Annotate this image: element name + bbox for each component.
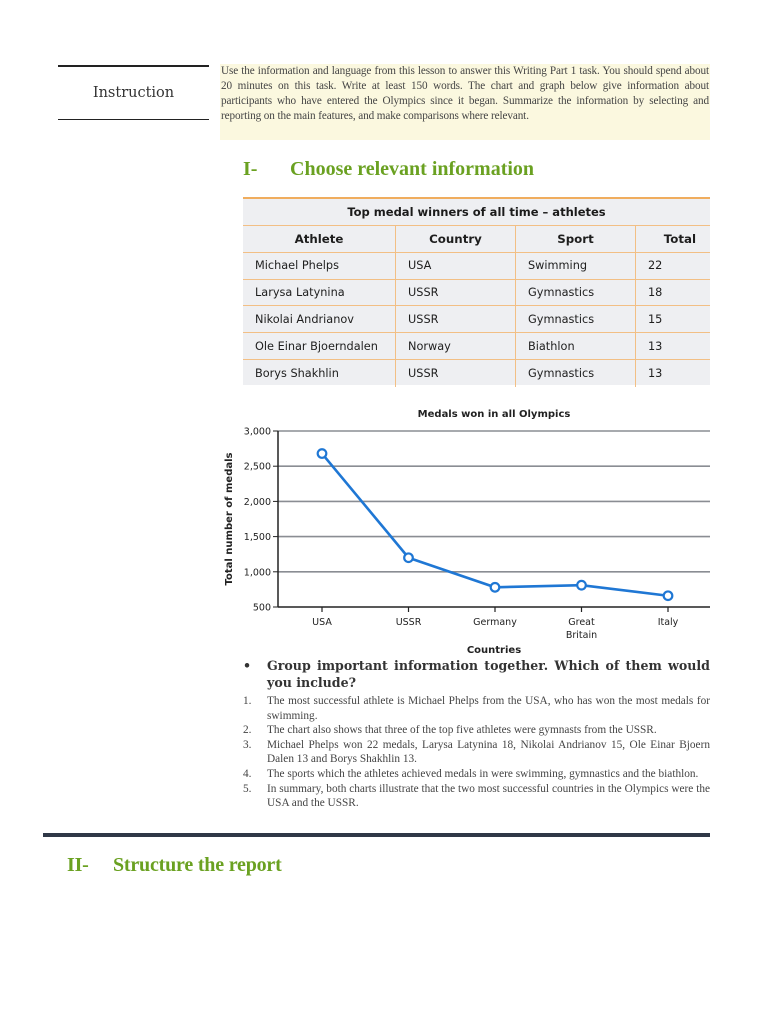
cell-athlete: Borys Shakhlin: [243, 359, 396, 387]
cell-sport: Gymnastics: [516, 359, 636, 387]
instruction-label-box: Instruction: [58, 65, 209, 120]
svg-text:Britain: Britain: [566, 630, 597, 641]
list-item: 1. The most successful athlete is Michael…: [243, 694, 710, 723]
list-text: The sports which the athletes achieved m…: [267, 767, 699, 780]
cell-country: USSR: [396, 306, 516, 333]
header-athlete: Athlete: [243, 226, 396, 252]
cell-total: 13: [648, 339, 663, 353]
chart-svg: Medals won in all Olympics 3,000 2,500 2,0…: [224, 409, 710, 656]
table-title: Top medal winners of all time – athletes: [243, 199, 710, 226]
medals-line-chart: Medals won in all Olympics 3,000 2,500 2,0…: [218, 395, 712, 657]
cell-sport: Swimming: [516, 252, 636, 279]
svg-text:Italy: Italy: [658, 617, 679, 628]
cell-total: 22: [648, 259, 663, 273]
y-axis-ticks: 3,000 2,500 2,000 1,500 1,000 500: [244, 427, 278, 614]
cell-country: USSR: [396, 279, 516, 306]
list-item: 4. The sports which the athletes achieved…: [243, 767, 710, 782]
series-line: [320, 452, 669, 598]
list-text: The most successful athlete is Michael P…: [267, 695, 710, 722]
svg-text:USA: USA: [312, 617, 332, 628]
svg-text:USSR: USSR: [396, 617, 422, 628]
section-2-number: II-: [67, 854, 89, 876]
table-row: Larysa Latynina USSR Gymnastics 18: [243, 279, 710, 307]
chart-gridlines: [278, 430, 710, 573]
bullet-icon: •: [243, 658, 252, 673]
x-axis-ticks: USA USSR Germany Great Britain Italy: [312, 607, 679, 641]
svg-text:3,000: 3,000: [244, 427, 271, 438]
list-text: The chart also shows that three of the t…: [267, 724, 657, 737]
list-item: 5. In summary, both charts illustrate tha…: [243, 782, 710, 811]
table-row: Nikolai Andrianov USSR Gymnastics 15: [243, 306, 710, 334]
svg-text:1,000: 1,000: [244, 567, 271, 578]
svg-text:2,000: 2,000: [244, 497, 271, 508]
cell-sport: Biathlon: [516, 333, 636, 359]
instruction-label: Instruction: [92, 85, 175, 101]
section-2-title: Structure the report: [113, 854, 282, 876]
instruction-text: Use the information and language from th…: [220, 64, 710, 140]
table-header-row: Athlete Country Sport Total: [243, 226, 710, 253]
svg-text:500: 500: [253, 603, 271, 614]
cell-athlete: Michael Phelps: [243, 252, 396, 279]
table-row: Borys Shakhlin USSR Gymnastics 13: [243, 359, 710, 387]
list-number: 5.: [243, 782, 252, 795]
list-number: 2.: [243, 724, 252, 737]
y-axis-label: Total number of medals: [224, 452, 235, 585]
list-item: 3. Michael Phelps won 22 medals, Larysa L…: [243, 738, 710, 767]
cell-total: 15: [648, 312, 663, 326]
section-divider: [43, 833, 710, 837]
cell-country: USSR: [396, 359, 516, 387]
question-text: Group important information together. Wh…: [267, 658, 710, 690]
section-1-title: Choose relevant information: [290, 158, 535, 180]
list-text: Michael Phelps won 22 medals, Larysa Lat…: [267, 738, 710, 766]
cell-athlete: Ole Einar Bjoerndalen: [243, 333, 396, 359]
x-axis-label: Countries: [467, 645, 521, 656]
data-points: [316, 448, 674, 602]
list-text: In summary, both charts illustrate that …: [267, 782, 710, 810]
header-country: Country: [396, 226, 516, 252]
list-number: 1.: [243, 695, 252, 707]
section-2-heading: II- Structure the report: [67, 854, 282, 877]
numbered-list: 1. The most successful athlete is Michael…: [243, 694, 710, 811]
group-info-question: • Group important information together. …: [243, 658, 710, 691]
header-sport: Sport: [516, 226, 636, 252]
svg-text:Germany: Germany: [473, 617, 517, 628]
list-number: 3.: [243, 738, 252, 751]
cell-country: USA: [396, 252, 516, 279]
section-1-number: I-: [243, 158, 258, 180]
section-1-heading: I- Choose relevant information: [243, 158, 534, 181]
cell-sport: Gymnastics: [516, 279, 636, 306]
svg-text:Great: Great: [568, 617, 595, 628]
cell-country: Norway: [396, 333, 516, 359]
table-row: Michael Phelps USA Swimming 22: [243, 252, 710, 280]
cell-sport: Gymnastics: [516, 306, 636, 333]
header-total: Total: [663, 231, 696, 246]
medal-winners-table: Top medal winners of all time – athletes…: [243, 197, 710, 387]
cell-athlete: Nikolai Andrianov: [243, 306, 396, 333]
table-row: Ole Einar Bjoerndalen Norway Biathlon 13: [243, 333, 710, 360]
cell-total: 13: [648, 366, 663, 380]
svg-text:1,500: 1,500: [244, 532, 271, 543]
svg-text:2,500: 2,500: [244, 462, 271, 473]
list-item: 2. The chart also shows that three of the…: [243, 723, 710, 738]
chart-title: Medals won in all Olympics: [418, 409, 571, 420]
list-number: 4.: [243, 767, 252, 780]
cell-total: 18: [648, 285, 663, 299]
cell-athlete: Larysa Latynina: [243, 279, 396, 306]
